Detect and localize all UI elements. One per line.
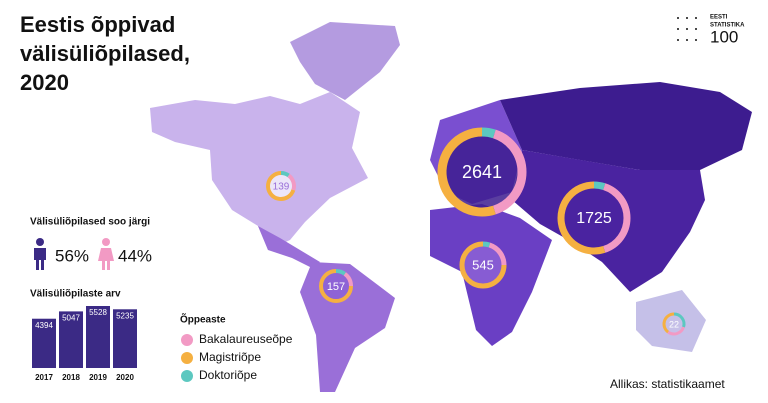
logo-text: 100 xyxy=(710,27,738,46)
logo-dot xyxy=(686,39,688,41)
logo-dot xyxy=(677,39,679,41)
title-line: Eestis õppivad xyxy=(20,12,175,37)
donut-center xyxy=(462,244,504,286)
donut-segment xyxy=(437,127,496,217)
logo-dot xyxy=(695,28,697,30)
gender-value: 44% xyxy=(118,246,152,265)
bar xyxy=(113,309,137,368)
legend-label: Magistriõpe xyxy=(199,350,261,364)
donut-segment xyxy=(488,242,507,266)
logo-dot xyxy=(677,28,679,30)
region-total: 157 xyxy=(327,281,345,293)
donut-segment xyxy=(557,181,606,255)
logo-text: STATISTIKA xyxy=(710,23,745,29)
donut-center xyxy=(321,271,351,301)
donut-center xyxy=(561,185,627,251)
region-total: 22 xyxy=(669,319,679,329)
region-total: 1725 xyxy=(576,210,612,227)
title: Eestis õppivad välisüliõpilased, 2020 xyxy=(20,12,190,95)
donut-segment xyxy=(481,127,496,139)
legend-swatch xyxy=(181,352,193,364)
donut-segment xyxy=(266,171,296,201)
donut-center xyxy=(268,173,294,199)
legend-label: Doktoriõpe xyxy=(199,368,257,382)
north-america xyxy=(150,92,368,250)
donut-segment xyxy=(667,326,685,336)
female-icon xyxy=(98,238,114,270)
logo-dot xyxy=(695,39,697,41)
donut-segment xyxy=(280,171,290,178)
bar xyxy=(59,311,83,368)
central-america xyxy=(258,226,320,268)
source: Allikas: statistikaamet xyxy=(610,377,725,391)
donut-segment xyxy=(593,181,606,190)
donut-segment xyxy=(673,312,686,328)
donut-segment xyxy=(602,183,631,253)
gender-value: 56% xyxy=(55,246,89,265)
male-icon xyxy=(34,238,46,270)
x-tick-label: 2020 xyxy=(116,373,134,382)
logo-dot xyxy=(686,17,688,19)
logo-dot xyxy=(677,17,679,19)
legend-swatch xyxy=(181,334,193,346)
x-tick-label: 2018 xyxy=(62,373,80,382)
bar-value-label: 4394 xyxy=(35,321,53,330)
title-line: 2020 xyxy=(20,70,69,95)
donut-segment xyxy=(343,272,353,287)
gender-title: Välisüliõpilased soo järgi xyxy=(30,217,150,228)
donut-segment xyxy=(492,129,527,215)
bar-value-label: 5235 xyxy=(116,311,134,320)
legend-swatch xyxy=(181,370,193,382)
bar xyxy=(86,306,110,368)
donut-center xyxy=(442,132,522,212)
donut-segment xyxy=(459,241,507,289)
donut-segment xyxy=(319,269,353,303)
bar-value-label: 5528 xyxy=(89,308,107,317)
logo-text: EESTI xyxy=(710,15,728,21)
legend-label: Bakalaureuseõpe xyxy=(199,332,293,346)
region-total: 139 xyxy=(273,182,290,193)
bar-value-label: 5047 xyxy=(62,314,80,323)
donut-segment xyxy=(335,269,346,276)
legend-title: Õppeaste xyxy=(180,313,226,326)
logo-dot xyxy=(686,28,688,30)
donut-segment xyxy=(662,312,675,334)
x-tick-label: 2019 xyxy=(89,373,107,382)
donut-segment xyxy=(287,173,296,191)
x-tick-label: 2017 xyxy=(35,373,53,382)
logo-dot xyxy=(695,17,697,19)
russia xyxy=(500,82,752,170)
donut-center xyxy=(664,314,684,334)
bar xyxy=(32,318,56,368)
title-line: välisüliõpilased, xyxy=(20,41,190,66)
greenland xyxy=(290,22,400,100)
region-total: 545 xyxy=(472,257,494,272)
region-total: 2641 xyxy=(462,162,502,182)
donut-segment xyxy=(482,241,491,248)
bar-chart-title: Välisüliõpilaste arv xyxy=(30,289,121,300)
